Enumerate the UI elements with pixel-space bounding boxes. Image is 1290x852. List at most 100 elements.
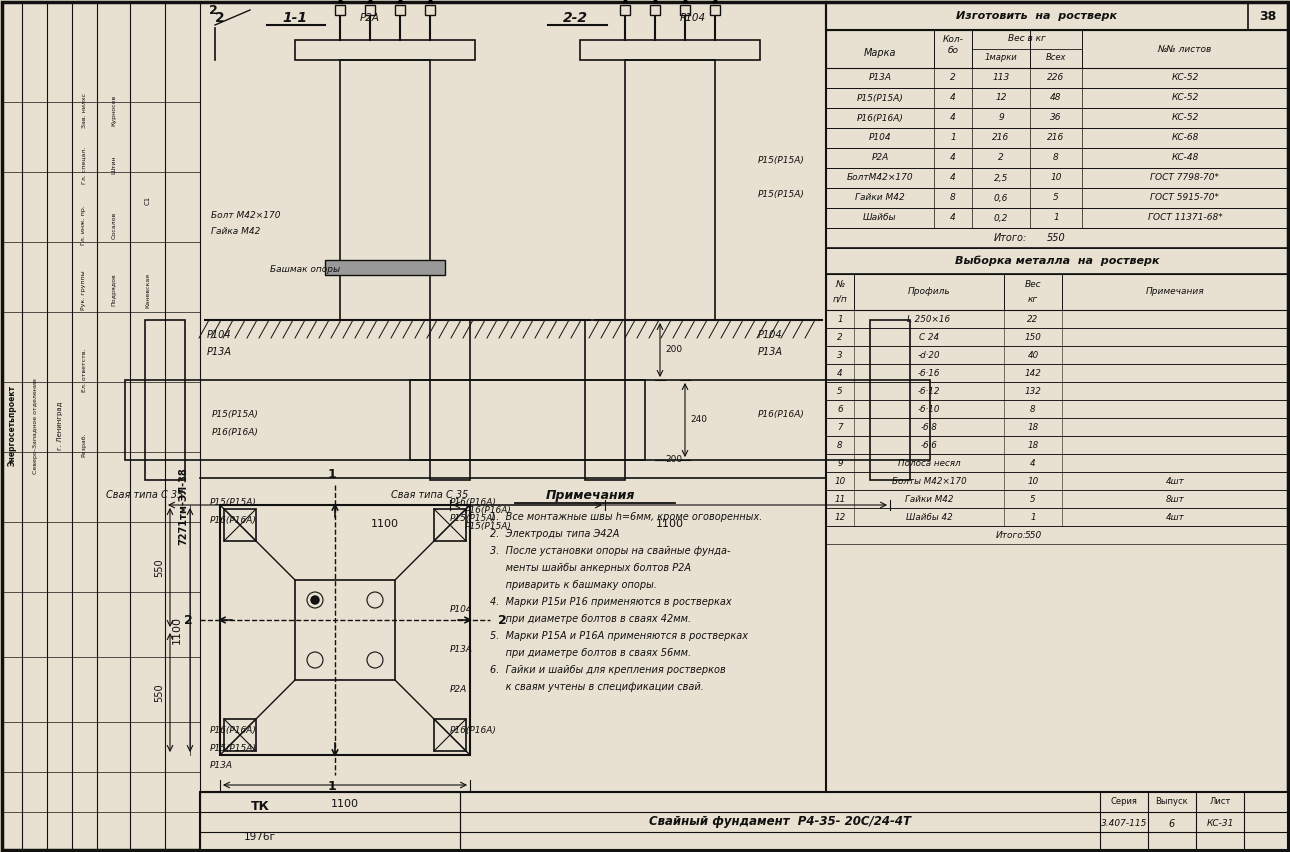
Text: 8: 8 [1031,405,1036,413]
Bar [826,228,1287,248]
Bar [826,168,1287,188]
Text: Башмак опоры: Башмак опоры [270,266,341,274]
Text: Гайки М42: Гайки М42 [855,193,904,203]
Text: 200: 200 [666,456,682,464]
Text: 200: 200 [666,346,682,354]
Text: Р16(Р16А): Р16(Р16А) [450,498,497,508]
Bar [826,508,1287,526]
Text: Р13А: Р13А [450,646,473,654]
Text: Р15(Р15А): Р15(Р15А) [210,498,257,508]
Text: приварить к башмаку опоры.: приварить к башмаку опоры. [490,580,657,590]
Bar [826,128,1287,148]
Bar [826,88,1287,108]
Text: КС-68: КС-68 [1171,134,1198,142]
Text: п/п: п/п [832,295,848,303]
Bar [224,509,255,541]
Text: 7271тм-ЭЛ-38: 7271тм-ЭЛ-38 [178,467,188,545]
Text: 4: 4 [951,214,956,222]
Text: 8: 8 [951,193,956,203]
Bar [200,792,461,850]
Text: Выборка металла  на  ростверк: Выборка металла на ростверк [955,256,1160,266]
Text: 2,5: 2,5 [993,174,1009,182]
Bar [826,454,1287,472]
Text: Р13А: Р13А [206,347,232,357]
Text: Шайбы 42: Шайбы 42 [906,513,952,521]
Text: Рук. группы: Рук. группы [81,270,86,310]
Text: Вес в кг: Вес в кг [1007,34,1046,43]
Bar [826,208,1287,228]
Bar [826,2,1287,30]
Text: 2: 2 [215,11,224,25]
Circle shape [311,596,319,604]
Text: Курносов: Курносов [111,95,116,125]
Text: 6.  Гайки и шайбы для крепления ростверков: 6. Гайки и шайбы для крепления ростверко… [490,665,726,675]
Text: 2.  Электроды типа Э42А: 2. Электроды типа Э42А [490,529,619,539]
Text: 18: 18 [1027,423,1038,431]
Text: 550: 550 [154,558,164,577]
Text: Р2А: Р2А [450,686,467,694]
Text: 550: 550 [1046,233,1066,243]
Bar [826,418,1287,436]
Text: 4: 4 [951,94,956,102]
Text: ТК: ТК [250,801,270,814]
Text: 132: 132 [1024,387,1041,395]
Text: 5: 5 [1053,193,1059,203]
Bar [710,5,720,15]
Text: к сваям учтены в спецификации свай.: к сваям учтены в спецификации свай. [490,682,704,692]
Bar [826,248,1287,274]
Text: Шайбы: Шайбы [863,214,897,222]
Bar [295,580,395,680]
Text: 22: 22 [1027,314,1038,324]
Text: Р15(Р15А): Р15(Р15А) [210,744,257,752]
Text: 40: 40 [1027,350,1038,360]
Bar [826,274,1287,310]
Text: Р104: Р104 [868,134,891,142]
Text: г. Ленинград: г. Ленинград [57,402,63,450]
Text: ГОСТ 7798-70*: ГОСТ 7798-70* [1151,174,1219,182]
Text: Кол-
бо: Кол- бо [943,36,964,55]
Text: Профиль: Профиль [908,287,951,296]
Bar [826,108,1287,128]
Text: 150: 150 [1024,332,1041,342]
Text: при диаметре болтов в сваях 42мм.: при диаметре болтов в сваях 42мм. [490,614,691,624]
Text: 216: 216 [1047,134,1064,142]
Text: Штин: Штин [111,156,116,175]
Text: КС-48: КС-48 [1171,153,1198,163]
Text: 1: 1 [328,469,337,481]
Text: Р2А: Р2А [871,153,889,163]
Text: 1: 1 [1031,513,1036,521]
Bar [224,719,255,751]
Text: Гл. спецал.: Гл. спецал. [81,147,86,184]
Text: 3.407-115: 3.407-115 [1100,820,1147,828]
Bar [826,472,1287,490]
Text: Каневская: Каневская [146,273,151,308]
Text: Примечания: Примечания [546,488,635,502]
Bar [295,40,475,60]
Bar [624,60,715,320]
Text: Р15(Р15А): Р15(Р15А) [450,515,497,523]
Text: 0,6: 0,6 [993,193,1009,203]
Text: Свая типа С 35: Свая типа С 35 [106,490,183,500]
Bar [826,188,1287,208]
Bar [200,792,1287,850]
Bar [430,320,470,480]
Bar [650,5,660,15]
Text: 2: 2 [951,73,956,83]
Text: Р16(Р16А): Р16(Р16А) [450,726,497,734]
Text: Гайки М42: Гайки М42 [904,494,953,504]
Text: Р15(Р15А): Р15(Р15А) [464,522,512,532]
Text: Болт М42×170: Болт М42×170 [212,210,280,220]
Text: ГОСТ 5915-70*: ГОСТ 5915-70* [1151,193,1219,203]
Text: Вес: Вес [1024,280,1041,290]
Text: 4шт: 4шт [1166,476,1184,486]
Text: Полоса несял: Полоса несял [898,458,960,468]
Text: Р15(Р15А): Р15(Р15А) [759,156,805,164]
Text: 12: 12 [996,94,1006,102]
Text: Р2А: Р2А [360,13,381,23]
Bar [826,436,1287,454]
Text: Гл. инж. пр.: Гл. инж. пр. [81,205,86,245]
Text: ГОСТ 11371-68*: ГОСТ 11371-68* [1148,214,1223,222]
Text: 240: 240 [690,416,707,424]
Text: 4: 4 [837,369,842,377]
Text: 1976г: 1976г [244,832,276,842]
